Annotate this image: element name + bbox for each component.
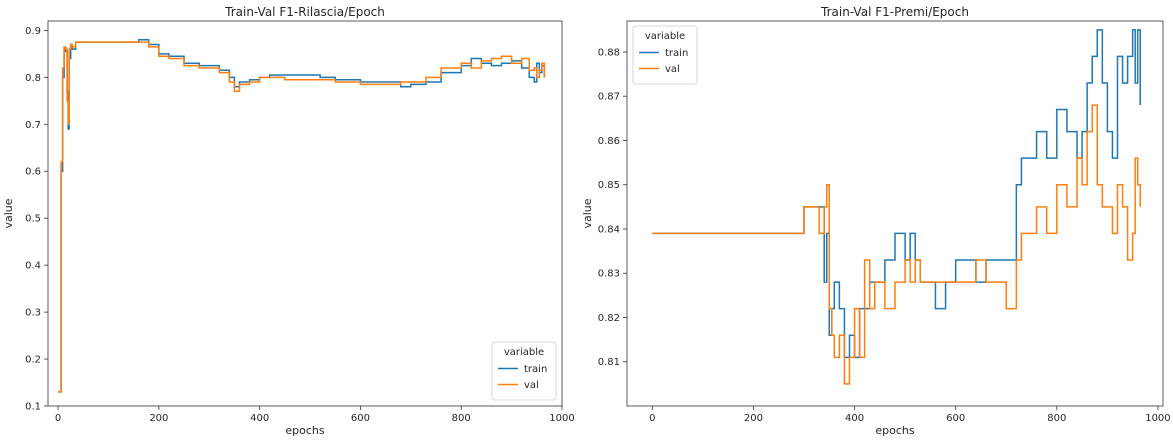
legend-title: variable [504, 347, 544, 358]
y-tick-label: 0.6 [25, 167, 41, 178]
legend-box [632, 25, 698, 85]
x-tick-label: 0 [649, 413, 655, 424]
y-tick-label: 0.82 [598, 313, 620, 324]
y-tick-label: 0.87 [598, 92, 620, 103]
x-axis-label: epochs [285, 424, 324, 437]
legend-title: variable [645, 31, 685, 42]
series-line-train [652, 29, 1141, 359]
chart-title: Train-Val F1-Rilascia/Epoch [224, 5, 385, 19]
y-tick-label: 0.86 [598, 136, 620, 147]
y-tick-label: 0.2 [25, 355, 41, 366]
y-tick-label: 0.85 [598, 180, 620, 191]
y-tick-label: 0.88 [598, 47, 620, 58]
legend: variable train val [632, 25, 698, 85]
y-tick-label: 0.4 [25, 261, 41, 272]
y-tick-label: 0.9 [25, 26, 41, 37]
legend-label-train: train [665, 48, 688, 59]
series-line-train [58, 39, 546, 393]
x-tick-label: 1000 [1145, 413, 1170, 424]
y-tick-label: 0.5 [25, 214, 41, 225]
series-line-val [652, 104, 1141, 385]
plot-frame [47, 20, 563, 407]
y-tick-label: 0.7 [25, 120, 41, 131]
y-tick-label: 0.84 [598, 224, 620, 235]
y-axis-label: value [581, 198, 594, 228]
y-tick-label: 0.8 [25, 73, 41, 84]
plot-frame [626, 20, 1164, 407]
x-tick-label: 600 [351, 413, 370, 424]
chart-panel-1: 0 200 400 600 800 1000 0.1 0.2 0.3 0.4 0.5 0.6 0.7 0.… [2, 5, 575, 437]
x-tick-label: 800 [452, 413, 471, 424]
y-tick-label: 0.83 [598, 269, 620, 280]
legend-label-val: val [665, 64, 680, 75]
legend: variable train val [491, 341, 557, 401]
y-axis-label: value [2, 198, 15, 228]
x-axis-label: epochs [875, 424, 914, 437]
y-tick-label: 0.3 [25, 308, 41, 319]
x-tick-label: 200 [744, 413, 763, 424]
x-tick-label: 0 [55, 413, 61, 424]
x-tick-label: 600 [946, 413, 965, 424]
legend-label-train: train [524, 364, 547, 375]
x-tick-label: 1000 [549, 413, 574, 424]
chart-panel-2: 0 200 400 600 800 1000 0.81 0.82 0.83 0.84 0.85 0.8… [581, 5, 1171, 437]
legend-label-val: val [524, 380, 539, 391]
x-tick-label: 400 [250, 413, 269, 424]
x-tick-label: 400 [845, 413, 864, 424]
series-line-val [58, 41, 546, 393]
x-tick-label: 800 [1047, 413, 1066, 424]
y-tick-label: 0.81 [598, 357, 620, 368]
y-tick-label: 0.1 [25, 402, 41, 413]
legend-box [491, 341, 557, 401]
x-tick-label: 200 [149, 413, 168, 424]
chart-title: Train-Val F1-Premi/Epoch [820, 5, 969, 19]
